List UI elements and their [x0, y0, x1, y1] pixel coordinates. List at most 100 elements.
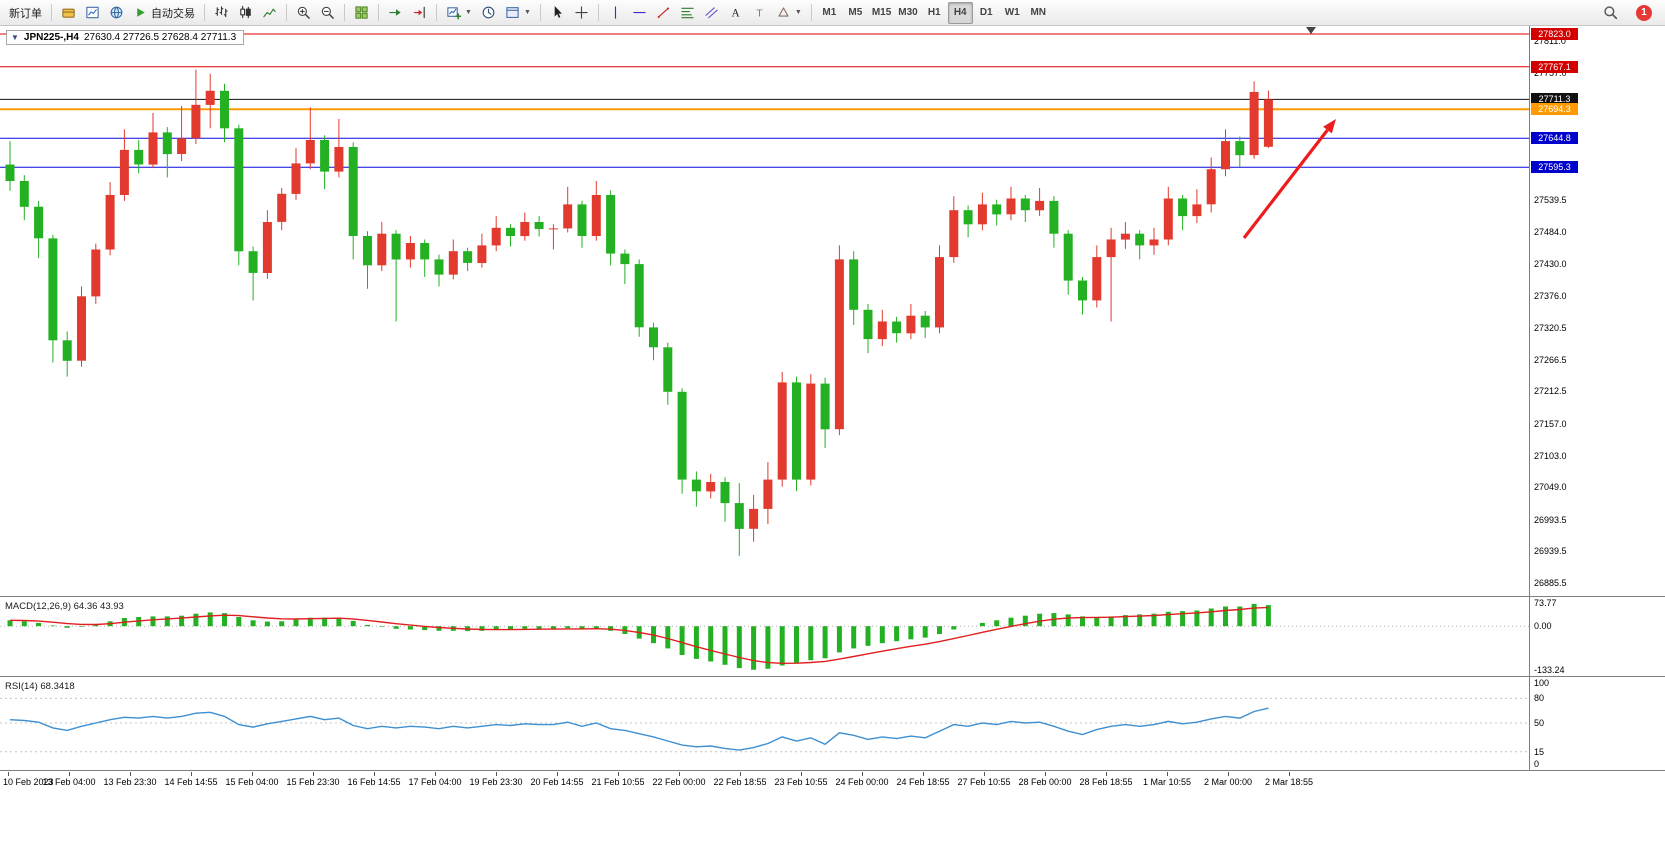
candlestick-plot[interactable]	[0, 26, 1530, 596]
panel-splitter[interactable]	[0, 596, 1665, 599]
time-axis-label: 21 Feb 10:55	[591, 777, 645, 787]
toolbar-separator	[436, 4, 437, 21]
market-watch-button[interactable]	[57, 2, 80, 24]
crosshair-icon	[574, 5, 589, 20]
time-axis-label: 27 Feb 10:55	[957, 777, 1011, 787]
templates-icon	[505, 5, 520, 20]
macd-axis-label: 0.00	[1534, 621, 1552, 632]
rsi-value: 68.3418	[40, 681, 75, 692]
timeframe-d1-button[interactable]: D1	[974, 2, 999, 24]
price-axis-label: 26939.5	[1534, 546, 1567, 557]
price-axis-border	[1529, 26, 1530, 770]
data-window-button[interactable]	[81, 2, 104, 24]
fibonacci-icon	[680, 5, 695, 20]
time-axis-label: 2 Mar 00:00	[1203, 777, 1253, 787]
time-axis-label: 13 Feb 23:30	[103, 777, 157, 787]
data-window-icon	[85, 5, 100, 20]
macd-plot[interactable]	[0, 598, 1530, 676]
templates-button[interactable]: ▼	[501, 2, 535, 24]
new-chart-icon	[446, 5, 461, 20]
tile-windows-icon	[354, 5, 369, 20]
timeframe-mn-button[interactable]: MN	[1026, 2, 1051, 24]
shapes-icon	[776, 5, 791, 20]
zoom-out-button[interactable]	[316, 2, 339, 24]
panel-splitter[interactable]	[0, 676, 1665, 679]
label-button[interactable]: T	[748, 2, 771, 24]
auto-trading-button[interactable]: 自动交易	[129, 2, 199, 24]
cursor-button[interactable]	[546, 2, 569, 24]
notification-badge[interactable]: 1	[1636, 4, 1652, 21]
toolbar-separator	[344, 4, 345, 21]
svg-text:T: T	[756, 8, 763, 19]
shapes-button[interactable]: ▼	[772, 2, 806, 24]
timeframe-w1-button[interactable]: W1	[1000, 2, 1025, 24]
price-badge: 27767.1	[1531, 60, 1578, 73]
price-axis-label: 27320.5	[1534, 323, 1567, 334]
label-icon: T	[752, 5, 767, 20]
time-axis-tick	[496, 772, 497, 776]
chart-shift-button[interactable]	[408, 2, 431, 24]
rsi-name: RSI(14)	[5, 681, 38, 692]
candlestick-chart-button[interactable]	[234, 2, 257, 24]
price-axis-label: 27376.0	[1534, 290, 1567, 301]
timeframe-m15-button[interactable]: M15	[869, 2, 894, 24]
channel-icon	[704, 5, 719, 20]
time-axis-label: 1 Mar 10:55	[1142, 777, 1192, 787]
price-badge: 27595.3	[1531, 161, 1578, 174]
trendline-button[interactable]	[652, 2, 675, 24]
horizontal-line-button[interactable]	[628, 2, 651, 24]
time-axis-tick	[69, 772, 70, 776]
time-axis-tick	[740, 772, 741, 776]
price-badge: 27711.3	[1531, 93, 1578, 106]
timeframe-h4-button[interactable]: H4	[947, 1, 973, 24]
crosshair-button[interactable]	[570, 2, 593, 24]
auto-scroll-icon	[388, 5, 403, 20]
price-axis-label: 27212.5	[1534, 386, 1567, 397]
auto-trading-label: 自动交易	[151, 7, 195, 20]
timeframe-m5-button[interactable]: M5	[843, 2, 868, 24]
price-badge: 27823.0	[1531, 27, 1578, 40]
price-axis-label: 27157.0	[1534, 418, 1567, 429]
new-order-button[interactable]: 新订单	[5, 2, 46, 24]
navigator-icon	[109, 5, 124, 20]
cursor-icon	[550, 5, 565, 20]
auto-trading-icon	[133, 5, 148, 20]
timeframe-m30-button[interactable]: M30	[895, 2, 920, 24]
panel-splitter[interactable]	[0, 770, 1665, 773]
timeframe-h1-button[interactable]: H1	[922, 2, 947, 24]
chart-title: ▼ JPN225-,H4 27630.4 27726.5 27628.4 277…	[6, 30, 245, 45]
period-button[interactable]	[477, 2, 500, 24]
navigator-button[interactable]	[105, 2, 128, 24]
chart-shift-marker[interactable]	[1306, 27, 1316, 34]
price-axis-label: 26993.5	[1534, 514, 1567, 525]
auto-scroll-button[interactable]	[384, 2, 407, 24]
text-button[interactable]: A	[724, 2, 747, 24]
macd-axis-label: 73.77	[1534, 598, 1557, 608]
bar-chart-button[interactable]	[210, 2, 233, 24]
price-axis-label: 27811.0	[1534, 35, 1566, 46]
new-order-label: 新订单	[9, 7, 42, 20]
search-button[interactable]	[1599, 2, 1622, 24]
rsi-axis-label: 100	[1534, 678, 1550, 688]
time-axis-label: 10 Feb 2023	[3, 777, 54, 787]
one-click-trading-icon[interactable]: ▼	[11, 33, 19, 42]
timeframe-m1-button[interactable]: M1	[817, 2, 842, 24]
price-axis[interactable]: 27811.027757.027539.527484.027430.027376…	[1530, 26, 1665, 770]
line-chart-button[interactable]	[258, 2, 281, 24]
rsi-plot[interactable]	[0, 678, 1530, 770]
time-axis-tick	[1289, 772, 1290, 776]
zoom-in-button[interactable]	[292, 2, 315, 24]
toolbar-right-group: 1	[1599, 2, 1660, 24]
fibonacci-button[interactable]	[676, 2, 699, 24]
toolbar-separator	[204, 4, 205, 21]
time-axis-tick	[862, 772, 863, 776]
chevron-down-icon: ▼	[465, 9, 472, 16]
tile-windows-button[interactable]	[350, 2, 373, 24]
channel-button[interactable]	[700, 2, 723, 24]
zoom-out-icon	[320, 5, 335, 20]
toolbar-separator	[378, 4, 379, 21]
time-axis[interactable]: 10 Feb 2023 13 Feb 04:00 13 Feb 23:30 14 Fe…	[0, 772, 1530, 790]
vertical-line-button[interactable]	[604, 2, 627, 24]
new-chart-button[interactable]: ▼	[442, 2, 476, 24]
time-axis-tick	[1106, 772, 1107, 776]
